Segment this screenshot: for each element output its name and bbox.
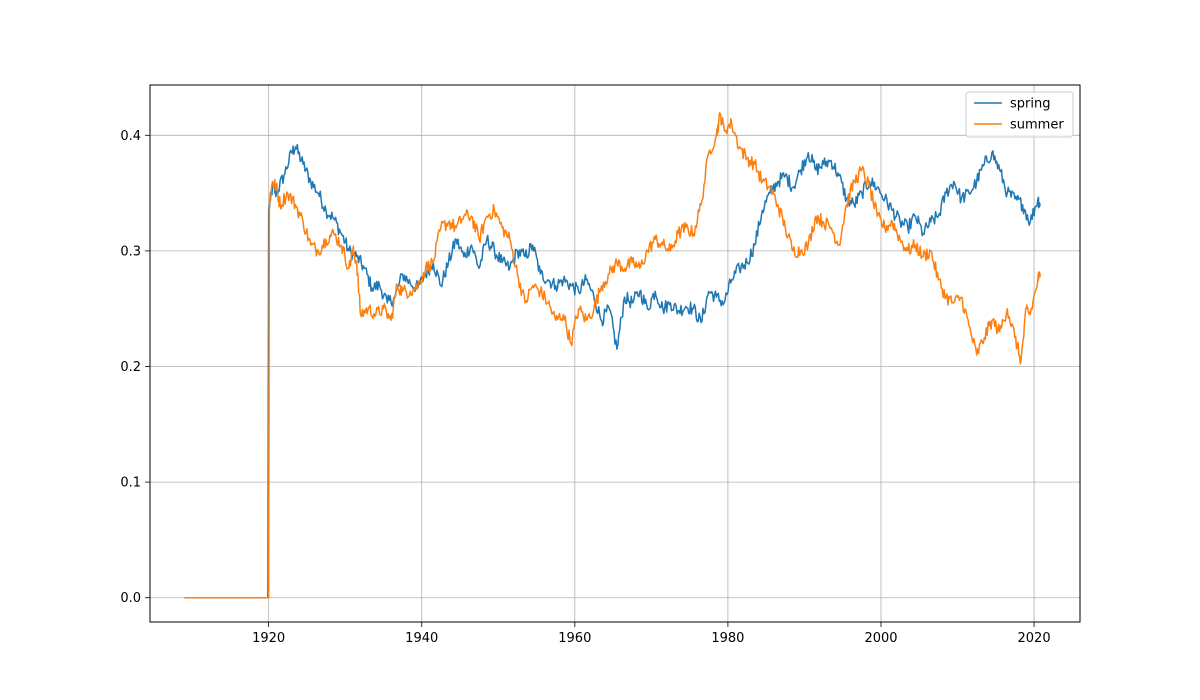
x-tick-label: 2000: [864, 631, 897, 646]
x-tick-label: 1960: [558, 631, 591, 646]
y-axis: 0.0 0.1 0.2 0.3 0.4: [120, 129, 150, 606]
y-tick-label: 0.3: [120, 244, 141, 259]
y-tick-label: 0.2: [120, 360, 141, 375]
x-tick-label: 1980: [711, 631, 744, 646]
y-tick-label: 0.0: [120, 591, 141, 606]
series-group: [184, 112, 1041, 599]
x-tick-label: 1920: [252, 631, 285, 646]
x-tick-label: 2020: [1018, 631, 1051, 646]
legend-label-spring: spring: [1010, 97, 1050, 112]
y-tick-label: 0.1: [120, 476, 141, 491]
x-tick-label: 1940: [405, 631, 438, 646]
series-line-spring: [184, 143, 1041, 599]
x-axis: 1920 1940 1960 1980 2000 2020: [252, 622, 1051, 646]
legend: spring summer: [965, 91, 1074, 138]
legend-label-summer: summer: [1010, 118, 1064, 133]
plot-frame: [149, 84, 1081, 623]
series-line-summer: [184, 112, 1041, 599]
y-tick-label: 0.4: [120, 129, 141, 144]
grid: [150, 85, 1080, 622]
